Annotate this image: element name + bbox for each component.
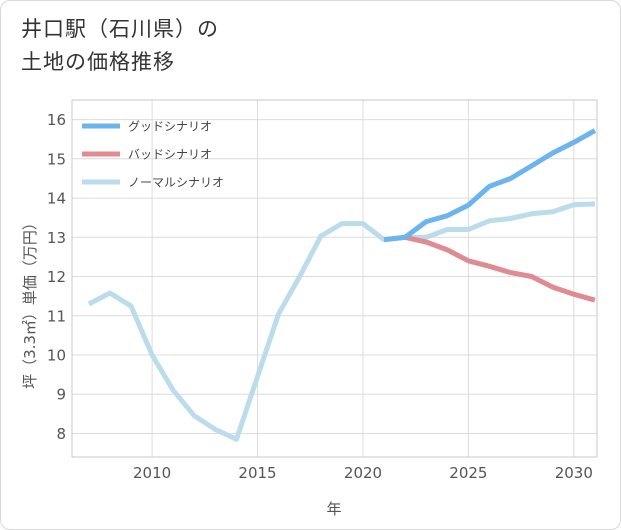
x-tick-label: 2030: [555, 464, 593, 482]
series-line-0: [383, 128, 597, 243]
chart-title-line-2: 土地の価格推移: [21, 50, 175, 74]
y-tick-label: 13: [47, 229, 66, 247]
y-tick-label: 10: [47, 347, 66, 365]
y-axis-title: 坪（3.3㎡）単価（万円）: [21, 215, 39, 389]
chart-title-line-1: 井口駅（石川県）の: [21, 17, 219, 41]
grid-lines: [72, 100, 597, 457]
chart-title: 井口駅（石川県）の 土地の価格推移: [21, 13, 219, 79]
plot-frame: [71, 99, 598, 458]
x-tick-label: 2015: [238, 464, 276, 482]
x-tick-labels: 2010 2015 2020 2025 2030: [133, 464, 593, 482]
series-line-1: [383, 234, 596, 303]
x-tick-label: 2025: [449, 464, 487, 482]
legend-label: グッドシナリオ: [128, 120, 212, 134]
y-tick-label: 8: [56, 425, 66, 443]
y-tick-labels: 8 9 10 11 12 13 14 15 16: [47, 111, 66, 443]
y-tick-label: 11: [47, 307, 66, 325]
y-tick-label: 15: [47, 150, 66, 168]
y-tick-label: 9: [56, 386, 66, 404]
series-line-2: [87, 201, 595, 442]
x-tick-label: 2010: [133, 464, 171, 482]
x-tick-label: 2020: [344, 464, 382, 482]
y-tick-label: 16: [47, 111, 66, 129]
legend-label: ノーマルシナリオ: [128, 176, 224, 190]
series-lines: [87, 128, 597, 442]
legend-label: バッドシナリオ: [128, 148, 212, 162]
y-tick-label: 12: [47, 268, 66, 286]
x-axis-title: 年: [326, 500, 341, 518]
y-tick-label: 14: [47, 190, 66, 208]
